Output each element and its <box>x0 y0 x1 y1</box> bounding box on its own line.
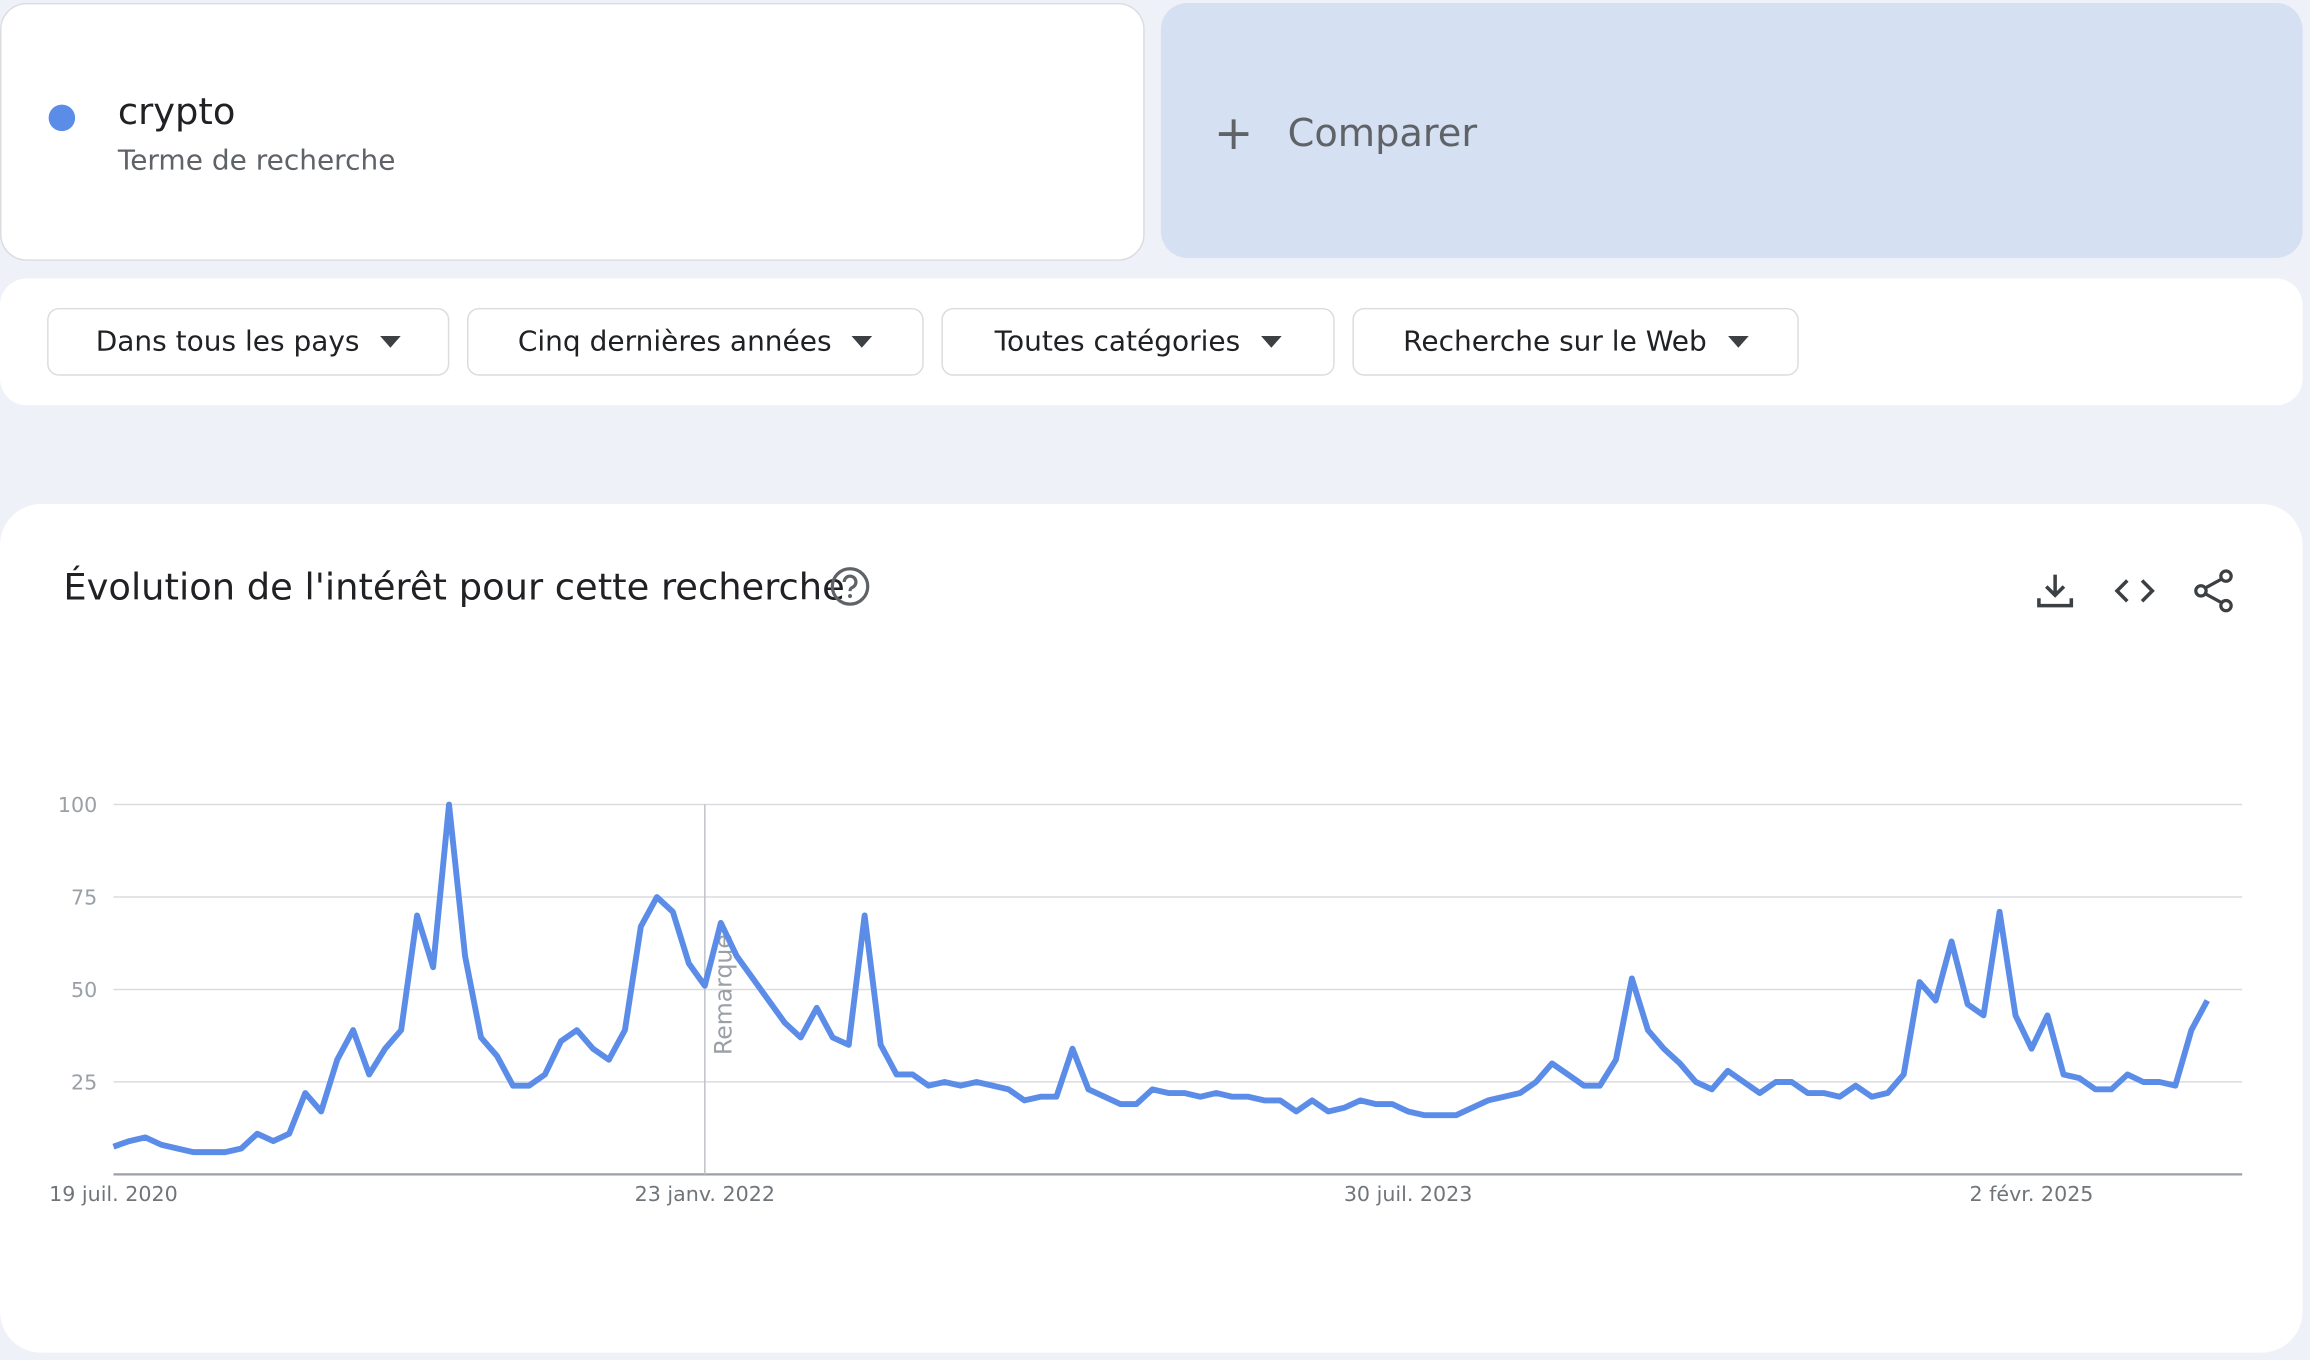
compare-card[interactable]: + Comparer <box>1160 2 2303 258</box>
x-tick-label: 19 juil. 2020 <box>49 1182 178 1206</box>
filter-button[interactable]: Dans tous les pays <box>47 307 450 376</box>
y-tick-label: 100 <box>58 793 97 817</box>
dropdown-arrow <box>852 335 873 348</box>
filter-label: Toutes catégories <box>994 325 1241 359</box>
trend-line <box>112 801 2210 1156</box>
dropdown-arrow <box>1727 335 1748 348</box>
embed-icon[interactable] <box>2113 569 2157 613</box>
filter-label: Dans tous les pays <box>95 325 360 359</box>
dropdown-arrow <box>1260 335 1282 348</box>
y-tick-label: 75 <box>71 885 97 909</box>
y-tick-label: 50 <box>71 978 97 1002</box>
x-tick-label: 2 févr. 2025 <box>1970 1182 2094 1206</box>
share-icon[interactable] <box>2192 569 2236 613</box>
filter-button[interactable]: Toutes catégories <box>941 307 1335 376</box>
filter-label: Recherche sur le Web <box>1403 325 1707 359</box>
x-tick-label: 23 janv. 2022 <box>635 1182 775 1206</box>
search-term-card[interactable]: crypto Terme de recherche <box>0 2 1145 261</box>
section-title: Évolution de l'intérêt pour cette recher… <box>63 565 845 609</box>
term-color-dot <box>48 104 76 132</box>
filter-label: Cinq dernières années <box>517 325 832 359</box>
download-icon[interactable] <box>2033 569 2077 613</box>
help-icon[interactable] <box>828 564 872 608</box>
term-label: crypto <box>117 89 236 133</box>
x-tick-label: 30 juil. 2023 <box>1344 1182 1473 1206</box>
plus-icon: + <box>1213 104 1254 161</box>
chart-card: Évolution de l'intérêt pour cette recher… <box>0 503 2303 1353</box>
filter-button[interactable]: Cinq dernières années <box>467 307 924 376</box>
compare-label: Comparer <box>1287 111 1478 157</box>
term-sublabel: Terme de recherche <box>117 144 396 177</box>
filter-button[interactable]: Recherche sur le Web <box>1352 307 1799 376</box>
dropdown-arrow <box>380 335 401 348</box>
y-tick-label: 25 <box>71 1070 97 1094</box>
